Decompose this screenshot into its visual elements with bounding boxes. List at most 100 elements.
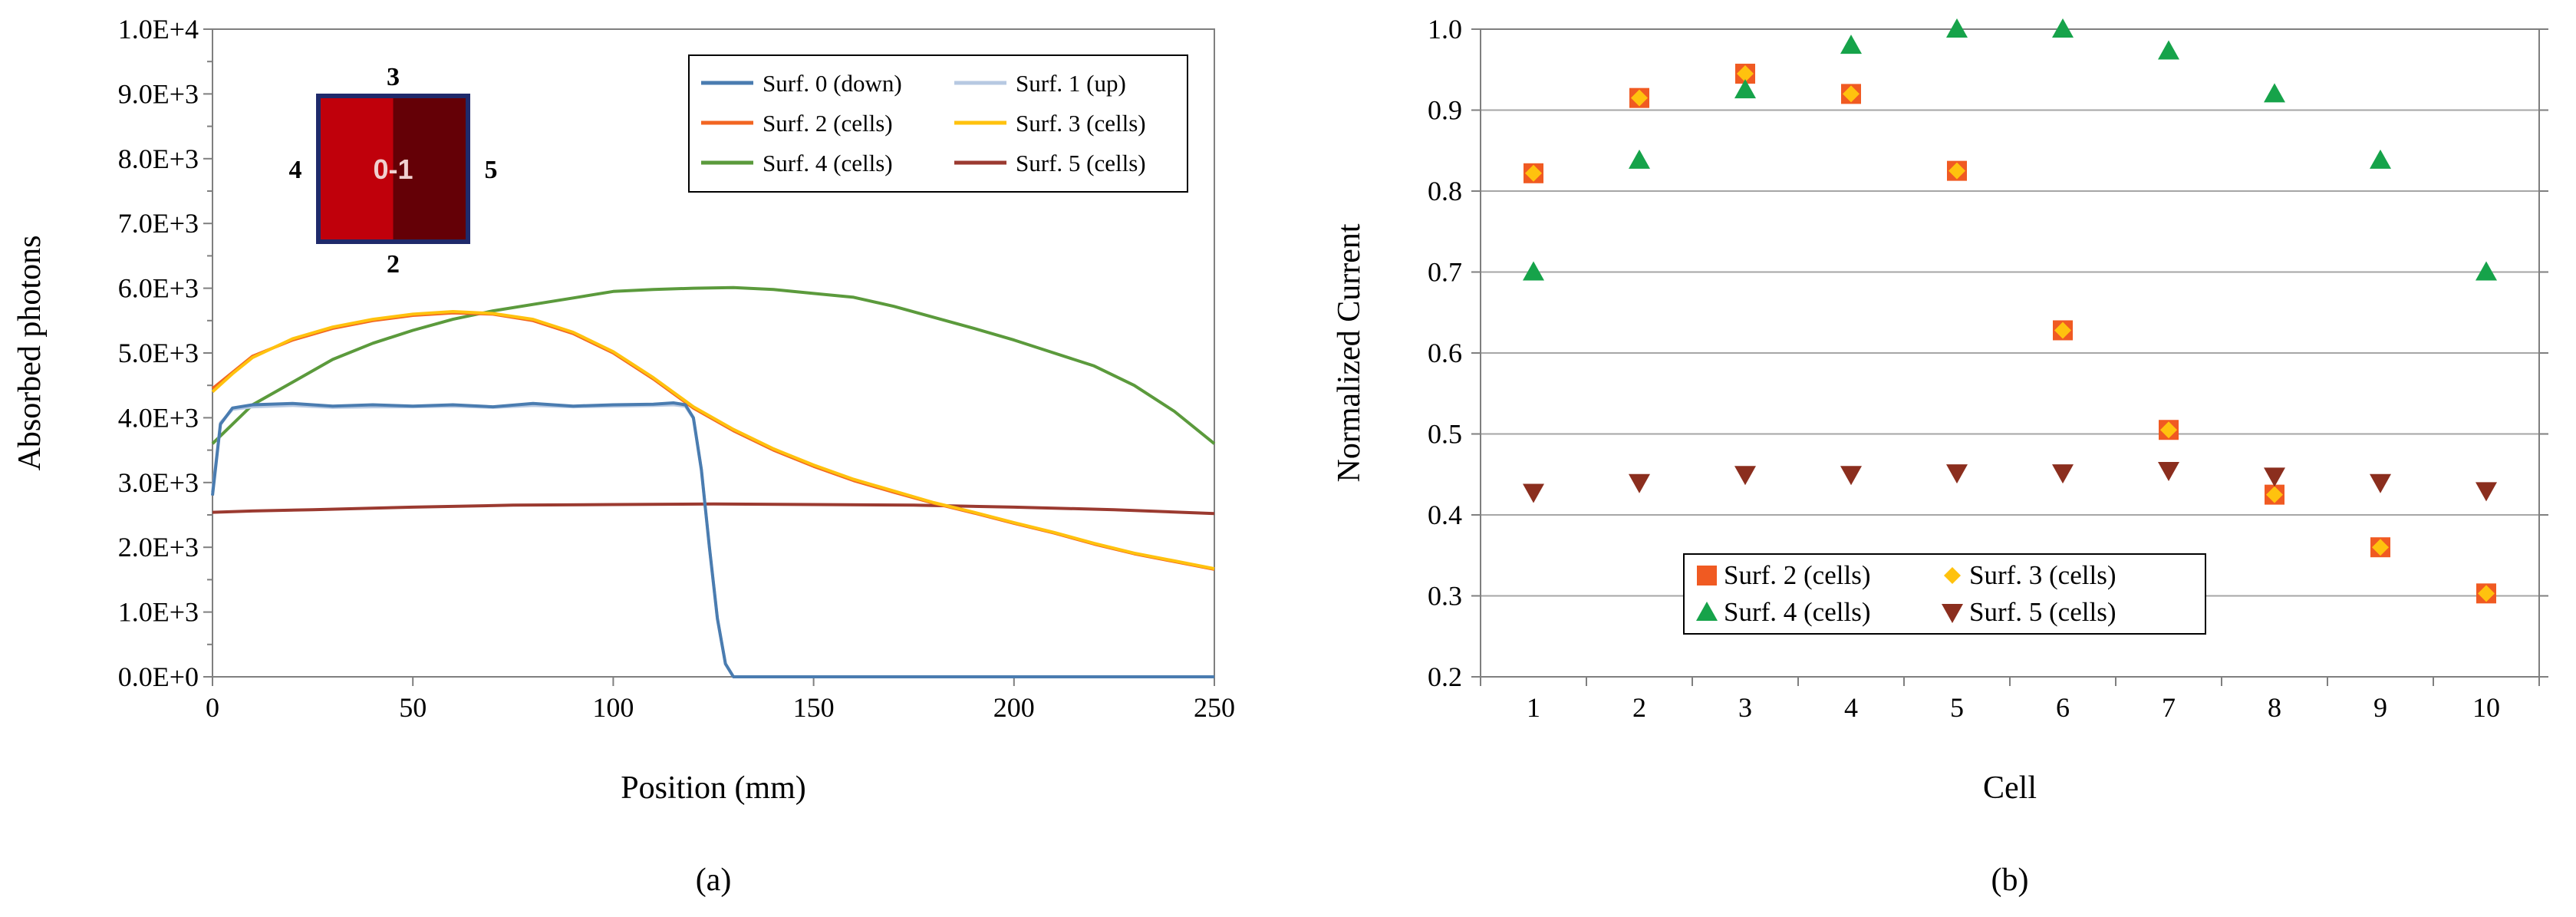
legend-label-a: Surf. 5 (cells): [1016, 150, 1146, 176]
y-tick-label-b: 0.9: [1428, 95, 1462, 126]
point-triangle-down: [1629, 473, 1650, 493]
point-triangle-up: [1946, 18, 1968, 38]
y-tick-label-b: 0.5: [1428, 419, 1462, 450]
x-tick-label-b: 2: [1632, 692, 1646, 723]
point-triangle-up: [1629, 149, 1650, 169]
point-diamond: [1843, 85, 1860, 103]
series-line-a: [212, 502, 1215, 516]
point-diamond: [1737, 65, 1754, 83]
point-triangle-up: [2052, 18, 2074, 38]
x-tick-label-b: 5: [1950, 692, 1964, 723]
x-axis-label-a: Position (mm): [621, 770, 806, 806]
y-tick-label-a: 3.0E+3: [118, 467, 199, 498]
legend-label-a: Surf. 0 (down): [763, 70, 902, 97]
y-tick-label-b: 0.3: [1428, 581, 1462, 612]
x-tick-label-b: 6: [2056, 692, 2070, 723]
point-triangle-down: [2264, 467, 2285, 487]
inset-label-bottom: 2: [387, 250, 400, 279]
panel-label-b: (b): [1991, 863, 2029, 898]
series-line-a: [211, 311, 1215, 571]
x-tick-label-b: 7: [2162, 692, 2176, 723]
legend-label-a: Surf. 3 (cells): [1016, 110, 1146, 137]
legend-swatch-b: [1697, 566, 1717, 585]
legend-swatch-b: [1696, 602, 1718, 621]
series-line-a: [211, 401, 1214, 678]
x-tick-label-a: 150: [793, 692, 835, 723]
y-tick-label-a: 0.0E+0: [118, 661, 199, 692]
inset-label-top: 3: [387, 63, 400, 91]
y-tick-label-a: 6.0E+3: [118, 273, 199, 304]
inset-left-half: [318, 96, 394, 242]
legend-label-a: Surf. 2 (cells): [763, 110, 893, 137]
point-triangle-down: [1523, 483, 1544, 503]
point-triangle-up: [1840, 35, 1862, 54]
y-tick-label-a: 5.0E+3: [118, 338, 199, 368]
legend-swatch-b: [1944, 567, 1961, 584]
point-triangle-up: [2370, 149, 2391, 169]
chart-b: 0.2 0.3 0.4 0.5 0.6 0.7 0.8 0.9 1.0 1 2 3 4 5 6 7 8 9 10 Ce…: [1332, 14, 2548, 898]
x-tick-label-a: 0: [206, 692, 219, 723]
point-triangle-down: [1946, 464, 1968, 484]
y-tick-label-b: 1.0: [1428, 14, 1462, 45]
y-axis-label-a: Absorbed photons: [12, 236, 48, 471]
legend-label-b: Surf. 2 (cells): [1724, 560, 1870, 590]
x-tick-label-b: 9: [2373, 692, 2387, 723]
y-tick-label-b: 0.6: [1428, 338, 1462, 368]
legend-swatch-b: [1942, 604, 1963, 623]
point-triangle-down: [2158, 461, 2179, 481]
inset-label-center: 0-1: [373, 153, 413, 185]
point-triangle-down: [1840, 466, 1862, 486]
point-triangle-up: [1523, 261, 1544, 281]
x-tick-label-a: 200: [993, 692, 1035, 723]
series-line-a: [211, 403, 1214, 678]
x-tick-label-b: 3: [1738, 692, 1752, 723]
inset-right-half: [393, 96, 468, 242]
legend-label-b: Surf. 4 (cells): [1724, 597, 1870, 627]
legend-b: [1683, 553, 2206, 635]
point-diamond: [1525, 164, 1542, 182]
y-tick-label-a: 2.0E+3: [118, 532, 199, 562]
point-triangle-up: [1734, 79, 1756, 99]
legend-label-a: Surf. 4 (cells): [763, 150, 893, 176]
inset-border: [316, 94, 470, 244]
point-triangle-down: [2476, 482, 2497, 502]
legend-label-b: Surf. 5 (cells): [1969, 597, 2116, 627]
point-triangle-down: [2370, 473, 2391, 493]
point-triangle-down: [2052, 464, 2074, 484]
point-triangle-up: [2158, 40, 2179, 60]
point-diamond: [2054, 322, 2071, 339]
legend-label-a: Surf. 1 (up): [1016, 70, 1126, 97]
x-tick-label-b: 4: [1844, 692, 1858, 723]
y-tick-label-a: 1.0E+3: [118, 597, 199, 628]
y-tick-label-a: 9.0E+3: [118, 78, 199, 109]
point-diamond: [2160, 421, 2177, 439]
x-tick-label-a: 50: [399, 692, 427, 723]
x-tick-label-b: 1: [1527, 692, 1540, 723]
y-axis-label-b: Normalized Current: [1332, 223, 1367, 482]
y-tick-label-a: 8.0E+3: [118, 143, 199, 174]
point-triangle-up: [2476, 261, 2497, 281]
y-tick-label-b: 0.2: [1428, 661, 1462, 692]
series-line-a: [211, 310, 1215, 571]
point-diamond: [2478, 585, 2495, 602]
x-tick-label-a: 250: [1194, 692, 1235, 723]
point-diamond: [2266, 486, 2283, 503]
chart-a: 0.0E+0 1.0E+3 2.0E+3 3.0E+3 4.0E+3 5.0E+3 6.0E…: [12, 14, 1235, 898]
point-triangle-down: [1734, 466, 1756, 486]
y-tick-label-b: 0.7: [1428, 257, 1462, 288]
inset-label-right: 5: [485, 156, 498, 184]
x-axis-label-b: Cell: [1983, 770, 2037, 806]
point-diamond: [1631, 89, 1648, 107]
y-tick-label-a: 7.0E+3: [118, 208, 199, 239]
point-triangle-up: [2264, 83, 2285, 103]
x-tick-label-a: 100: [592, 692, 634, 723]
y-tick-label-b: 0.8: [1428, 176, 1462, 206]
legend-a: [688, 54, 1188, 193]
legend-label-b: Surf. 3 (cells): [1969, 560, 2116, 590]
x-tick-label-b: 10: [2472, 692, 2500, 723]
y-tick-label-b: 0.4: [1428, 500, 1462, 530]
x-tick-label-b: 8: [2268, 692, 2281, 723]
series-line-a: [211, 285, 1216, 445]
point-diamond: [2372, 539, 2389, 556]
